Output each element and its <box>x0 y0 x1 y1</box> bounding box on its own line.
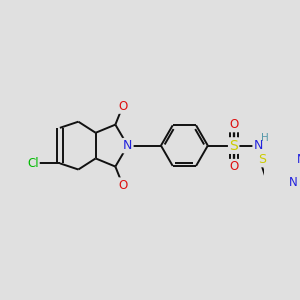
Text: N: N <box>254 139 263 152</box>
Text: S: S <box>229 139 238 153</box>
Text: N: N <box>123 139 132 152</box>
Text: O: O <box>118 100 128 112</box>
Text: Cl: Cl <box>27 157 39 170</box>
Text: O: O <box>118 178 128 191</box>
Text: O: O <box>229 160 238 173</box>
Text: S: S <box>259 153 266 166</box>
Text: O: O <box>229 118 238 131</box>
Text: H: H <box>261 133 268 143</box>
Text: N: N <box>289 176 298 189</box>
Text: N: N <box>297 153 300 166</box>
